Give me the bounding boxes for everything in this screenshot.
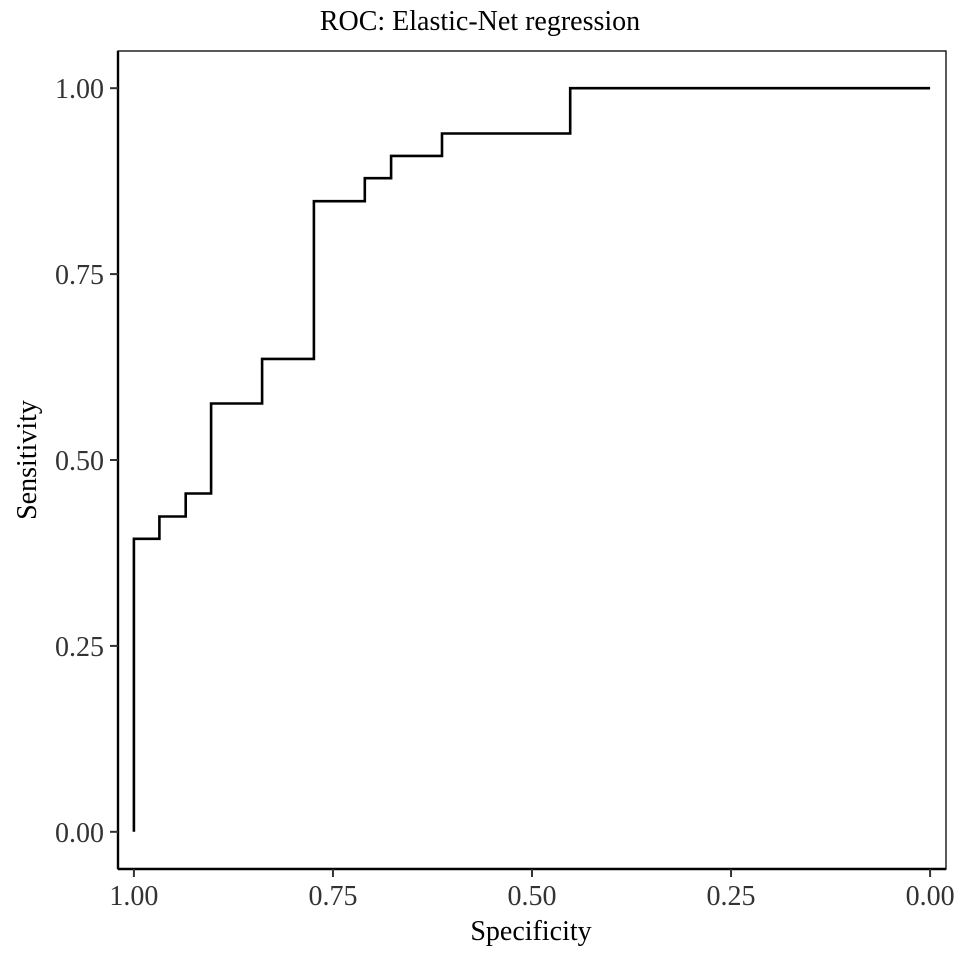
y-tick-label: 0.75	[55, 260, 104, 291]
y-axis-label: Sensitivity	[12, 400, 43, 520]
x-tick-label: 0.00	[906, 881, 955, 912]
x-tick-label: 0.75	[308, 881, 357, 912]
x-axis-label: Specificity	[470, 916, 591, 947]
x-tick-label: 0.25	[707, 881, 756, 912]
y-tick-label: 0.00	[55, 818, 104, 849]
y-tick-label: 0.25	[55, 632, 104, 663]
y-tick-label: 1.00	[55, 74, 104, 105]
x-tick-label: 1.00	[109, 881, 158, 912]
chart-title: ROC: Elastic-Net regression	[320, 6, 640, 37]
x-tick-label: 0.50	[508, 881, 557, 912]
x-axis-ticks: 1.00 0.75 0.50 0.25 0.00	[109, 869, 955, 912]
y-axis-ticks: 0.00 0.25 0.50 0.75 1.00	[55, 74, 118, 849]
y-tick-label: 0.50	[55, 446, 104, 477]
plot-panel	[117, 50, 947, 870]
roc-curve	[132, 86, 931, 832]
